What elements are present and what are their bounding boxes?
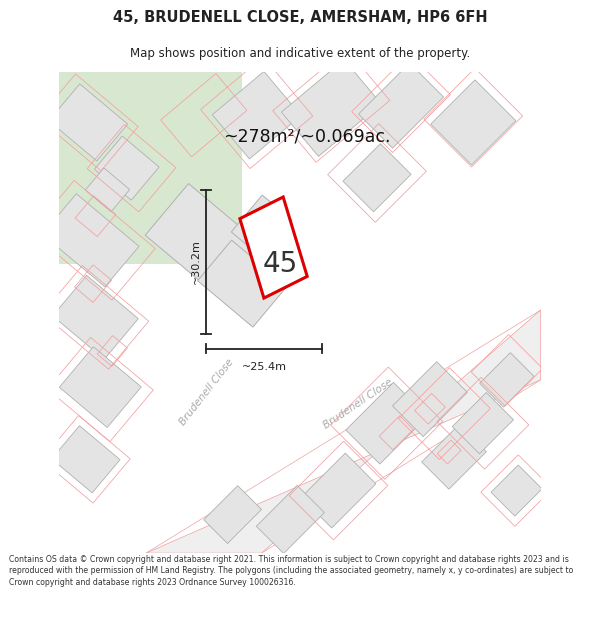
FancyBboxPatch shape	[0, 0, 242, 264]
Text: Brudenell Close: Brudenell Close	[177, 357, 235, 427]
Polygon shape	[146, 310, 541, 553]
Polygon shape	[59, 347, 141, 428]
Polygon shape	[203, 486, 262, 544]
Polygon shape	[452, 392, 514, 454]
Polygon shape	[53, 276, 138, 359]
Text: Brudenell Close: Brudenell Close	[321, 377, 394, 431]
Polygon shape	[343, 144, 411, 212]
Polygon shape	[491, 465, 542, 516]
Polygon shape	[43, 194, 139, 287]
Polygon shape	[256, 486, 325, 554]
Polygon shape	[422, 424, 487, 489]
Text: Contains OS data © Crown copyright and database right 2021. This information is : Contains OS data © Crown copyright and d…	[9, 554, 573, 587]
Polygon shape	[346, 382, 427, 464]
Polygon shape	[85, 168, 130, 212]
Polygon shape	[359, 63, 443, 148]
Polygon shape	[49, 84, 128, 161]
Text: ~30.2m: ~30.2m	[191, 239, 200, 284]
Text: ~278m²/~0.069ac.: ~278m²/~0.069ac.	[223, 128, 391, 146]
Polygon shape	[94, 136, 159, 200]
Polygon shape	[231, 195, 292, 257]
Text: 45, BRUDENELL CLOSE, AMERSHAM, HP6 6FH: 45, BRUDENELL CLOSE, AMERSHAM, HP6 6FH	[113, 11, 487, 26]
Polygon shape	[212, 71, 301, 159]
Polygon shape	[281, 59, 381, 156]
Polygon shape	[197, 240, 287, 327]
Text: ~25.4m: ~25.4m	[241, 362, 286, 372]
Polygon shape	[480, 352, 534, 407]
Polygon shape	[145, 184, 262, 297]
Polygon shape	[392, 362, 467, 436]
Polygon shape	[301, 453, 376, 528]
Text: 45: 45	[263, 251, 298, 278]
Polygon shape	[240, 197, 307, 298]
Polygon shape	[52, 426, 120, 493]
Text: Map shows position and indicative extent of the property.: Map shows position and indicative extent…	[130, 48, 470, 61]
Polygon shape	[431, 80, 516, 165]
